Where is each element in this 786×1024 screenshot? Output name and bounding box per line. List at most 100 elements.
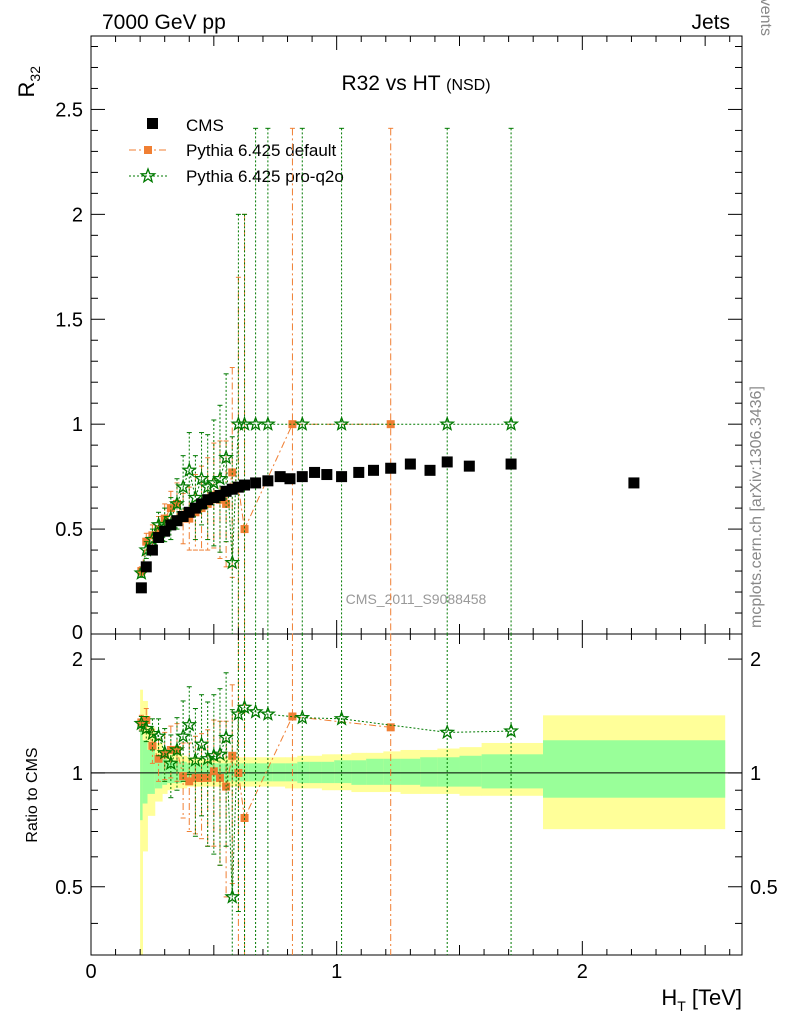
main-pythia-proq2o-point	[224, 554, 241, 570]
main-cms-point	[208, 492, 220, 504]
ratio-pythia-proq2o-point	[181, 716, 198, 732]
ratio-y-tick-label: 2	[72, 649, 83, 671]
main-cms-point	[165, 519, 177, 531]
main-cms-point	[274, 471, 286, 483]
main-pythia-proq2o-point	[439, 415, 456, 431]
stat-uncertainty-band-segment	[228, 763, 237, 782]
ratio-pythia-proq2o-point	[259, 705, 276, 721]
stat-uncertainty-band-segment	[481, 754, 544, 789]
ratio-pythia-proq2o-point	[156, 744, 173, 760]
ratio-uncertainty-bands	[140, 689, 726, 955]
ratio-pythia-proq2o-point	[150, 727, 167, 743]
main-pythia-proq2o-point	[205, 474, 222, 490]
ratio-pythia-proq2o-point	[212, 745, 228, 762]
main-pythia-proq2o-point	[175, 478, 192, 494]
stat-uncertainty-band-segment	[285, 763, 298, 782]
main-cms-point	[284, 473, 296, 485]
main-cms-point	[296, 471, 308, 483]
main-cms-point	[353, 466, 365, 478]
data-series	[133, 127, 640, 955]
ratio-pythia-default-point	[288, 712, 297, 721]
ratio-pythia-proq2o-point	[144, 725, 161, 741]
ratio-pythia-default-point	[203, 773, 212, 782]
ratio-pythia-proq2o-point	[247, 703, 264, 719]
legend-item-pythia-default: Pythia 6.425 default	[129, 141, 337, 160]
ratio-pythia-proq2o-point	[224, 888, 241, 904]
header-left: 7000 GeV pp	[102, 11, 226, 34]
main-cms-point	[239, 479, 251, 491]
chart-title-suffix: (NSD)	[446, 77, 490, 94]
ratio-pythia-default-point	[386, 723, 395, 732]
main-y-axis-label-sub: 32	[27, 66, 43, 82]
ratio-pythia-proq2o-point	[162, 755, 179, 771]
main-pythia-proq2o-point	[333, 415, 350, 431]
main-pythia-proq2o-point	[193, 470, 210, 486]
stat-uncertainty-band-segment	[181, 761, 188, 782]
ratio-pythia-default-point	[148, 741, 157, 750]
stat-uncertainty-band-segment	[437, 757, 460, 787]
axes: 0 1 2 0.5 1 1.5 2 2.5 0 0.5 0.5 1 1 2 2	[55, 36, 778, 983]
ratio-pythia-default-point	[234, 768, 243, 777]
main-chart-title: R32 vs HT (NSD)	[341, 72, 490, 95]
x-tick-label: 2	[577, 961, 588, 983]
main-cms-point	[250, 477, 262, 489]
legend-item-pythia-proq2o: Pythia 6.425 pro-q2o	[129, 167, 344, 186]
ratio-pythia-default-point	[154, 754, 163, 763]
ratio-y-axis-label: Ratio to CMS	[24, 747, 41, 842]
x-axis-label-unit: [TeV]	[692, 985, 742, 1010]
main-y-axis-label: R32	[14, 66, 43, 98]
legend-marker-cms	[147, 118, 158, 129]
mcplots-label: mcplots.cern.ch [arXiv:1306.3436]	[748, 386, 765, 628]
main-cms-point	[135, 582, 147, 594]
main-cms-point	[177, 510, 189, 522]
stat-uncertainty-band-segment	[366, 758, 384, 785]
main-cms-point	[214, 490, 226, 502]
main-pythia-default-point	[166, 504, 175, 513]
main-cms-point	[321, 469, 333, 481]
stat-uncertainty-band-segment	[420, 757, 438, 787]
main-pythia-proq2o-point	[259, 415, 276, 431]
main-cms-point	[146, 544, 158, 556]
ratio-pythia-proq2o-series	[133, 634, 520, 955]
main-cms-point	[220, 485, 232, 497]
legend-marker-pythia-default	[144, 146, 152, 154]
main-pythia-proq2o-point	[187, 489, 204, 505]
main-pythia-default-point	[222, 499, 231, 508]
ratio-pythia-proq2o-point	[205, 747, 222, 763]
main-cms-series	[135, 456, 640, 594]
main-cms-point	[309, 466, 321, 478]
main-cms-point	[441, 456, 453, 468]
ratio-pythia-default-point	[179, 772, 188, 781]
ratio-pythia-default-point	[197, 773, 206, 782]
ratio-y-tick-label: 0.5	[55, 877, 83, 899]
ratio-pythia-default-point	[166, 745, 175, 754]
main-cms-point	[368, 464, 380, 476]
ratio-plot-frame	[90, 633, 743, 956]
main-pythia-proq2o-point	[218, 449, 235, 465]
main-pythia-proq2o-point	[294, 415, 311, 431]
main-cms-point	[424, 464, 436, 476]
main-y-tick-label: 1.5	[55, 309, 83, 331]
stat-uncertainty-band-segment	[162, 758, 168, 785]
main-y-tick-label: 0.5	[55, 519, 83, 541]
legend-label-pythia-default: Pythia 6.425 default	[186, 141, 337, 160]
x-axis-label-sub: T	[677, 998, 686, 1014]
stat-uncertainty-band-segment	[248, 763, 261, 782]
main-y-tick-label: 2	[72, 204, 83, 226]
stat-uncertainty-band-segment	[260, 763, 274, 782]
main-cms-point	[385, 462, 397, 474]
ratio-pythia-proq2o-point	[175, 727, 192, 743]
stat-uncertainty-band-segment	[204, 763, 212, 782]
ratio-panel	[90, 633, 743, 956]
ratio-pythia-default-series	[137, 634, 395, 955]
main-cms-point	[226, 483, 238, 495]
ratio-pythia-default-point	[185, 777, 194, 786]
main-y-tick-label-zero: 0	[72, 622, 83, 644]
main-pythia-proq2o-point	[212, 470, 228, 486]
stat-uncertainty-band-segment	[147, 749, 156, 794]
main-pythia-default-point	[240, 525, 249, 534]
ratio-pythia-default-point	[228, 751, 237, 760]
chart-legend: CMS Pythia 6.425 default Pythia 6.425 pr…	[129, 116, 344, 186]
legend-label-pythia-proq2o: Pythia 6.425 pro-q2o	[186, 167, 344, 186]
legend-label-cms: CMS	[186, 116, 224, 135]
